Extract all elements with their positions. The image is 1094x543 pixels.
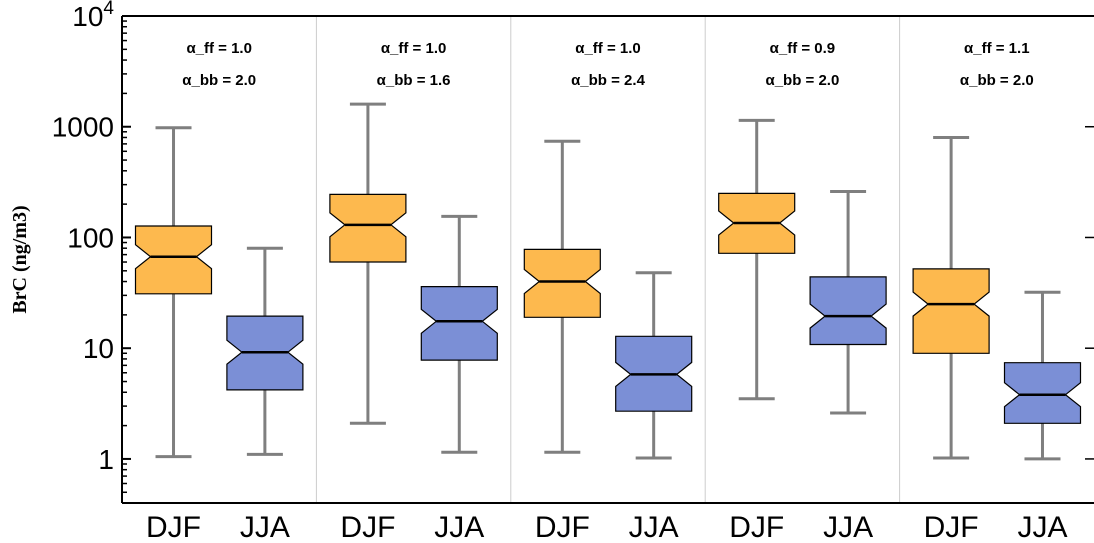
x-category-label: JJA xyxy=(629,511,679,543)
y-axis-label: BrC (ng/m3) xyxy=(9,205,31,313)
x-category-label: JJA xyxy=(434,511,484,543)
x-category-label: JJA xyxy=(823,511,873,543)
x-category-label: DJF xyxy=(340,511,395,543)
box-djf xyxy=(134,126,213,459)
y-axis-ticks: 1 10 100 1000 104 xyxy=(52,0,1094,494)
box-djf xyxy=(718,118,796,401)
x-category-label: JJA xyxy=(240,511,290,543)
notched-box xyxy=(1003,362,1082,424)
box-jja xyxy=(809,190,887,415)
alpha-ff-label: α_ff = 1.1 xyxy=(964,40,1030,57)
axes xyxy=(121,15,1094,504)
notched-box xyxy=(329,193,407,263)
box-jja xyxy=(615,271,693,460)
box-groups xyxy=(134,102,1082,461)
x-category-label: DJF xyxy=(729,511,784,543)
alpha-bb-label: α_bb = 2.0 xyxy=(182,72,256,89)
y-tick-label: 1000 xyxy=(52,112,114,143)
box-djf xyxy=(523,139,601,454)
x-category-label: DJF xyxy=(924,511,979,543)
y-tick-label: 10 xyxy=(83,333,114,364)
box-djf xyxy=(329,102,407,425)
box-jja xyxy=(1003,290,1082,461)
y-tick-label: 104 xyxy=(72,0,114,32)
notched-box xyxy=(420,286,498,361)
notched-box xyxy=(523,248,601,318)
x-category-label: DJF xyxy=(535,511,590,543)
alpha-bb-label: α_bb = 2.0 xyxy=(765,72,839,89)
panel-parameter-labels: α_ff = 1.0 α_bb = 2.0 α_ff = 1.0 α_bb = 1.6… xyxy=(182,40,1033,89)
alpha-ff-label: α_ff = 1.0 xyxy=(575,40,641,57)
x-category-label: JJA xyxy=(1017,511,1067,543)
alpha-ff-label: α_ff = 1.0 xyxy=(381,40,447,57)
panel-separators xyxy=(315,16,901,503)
alpha-bb-label: α_bb = 2.4 xyxy=(571,72,645,89)
alpha-ff-label: α_ff = 1.0 xyxy=(186,40,252,57)
box-djf xyxy=(912,135,990,460)
box-jja xyxy=(420,214,498,454)
alpha-ff-label: α_ff = 0.9 xyxy=(770,40,836,57)
x-category-label: DJF xyxy=(146,511,201,543)
x-axis-category-labels: DJF JJA DJF JJA DJF JJA DJF JJA DJF JJA xyxy=(146,511,1067,543)
alpha-bb-label: α_bb = 2.0 xyxy=(960,72,1034,89)
y-tick-label: 100 xyxy=(67,222,114,253)
notched-box xyxy=(134,225,213,295)
notched-box xyxy=(912,268,990,354)
box-jja xyxy=(226,246,304,456)
notched-box xyxy=(809,276,887,346)
alpha-bb-label: α_bb = 1.6 xyxy=(377,72,451,89)
y-tick-label: 1 xyxy=(98,444,114,475)
